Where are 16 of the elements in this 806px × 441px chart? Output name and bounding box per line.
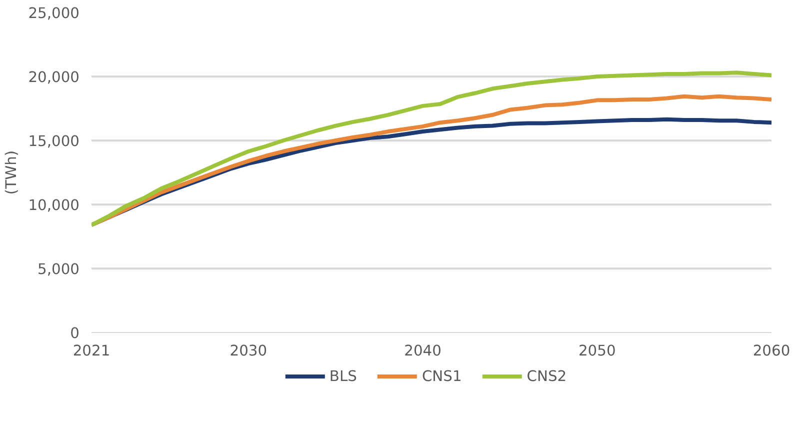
x-tick-label: 2050	[578, 342, 616, 360]
y-tick-label: 0	[70, 325, 80, 342]
y-tick-label: 10,000	[28, 197, 80, 214]
legend-label: CNS1	[422, 368, 462, 384]
legend-label: CNS2	[526, 368, 567, 384]
x-tick-label: 2030	[230, 342, 268, 360]
y-tick-label: 15,000	[28, 133, 80, 150]
x-tick-label: 2021	[72, 342, 110, 360]
y-tick-label: 25,000	[28, 5, 80, 22]
y-tick-label: 20,000	[28, 69, 80, 86]
x-tick-label: 2040	[404, 342, 442, 360]
y-tick-label: 5,000	[38, 261, 80, 278]
y-axis-title: (TWh)	[3, 150, 20, 195]
line-series	[92, 70, 772, 227]
legend-label: BLS	[329, 368, 357, 384]
x-tick-label: 2060	[752, 342, 790, 360]
